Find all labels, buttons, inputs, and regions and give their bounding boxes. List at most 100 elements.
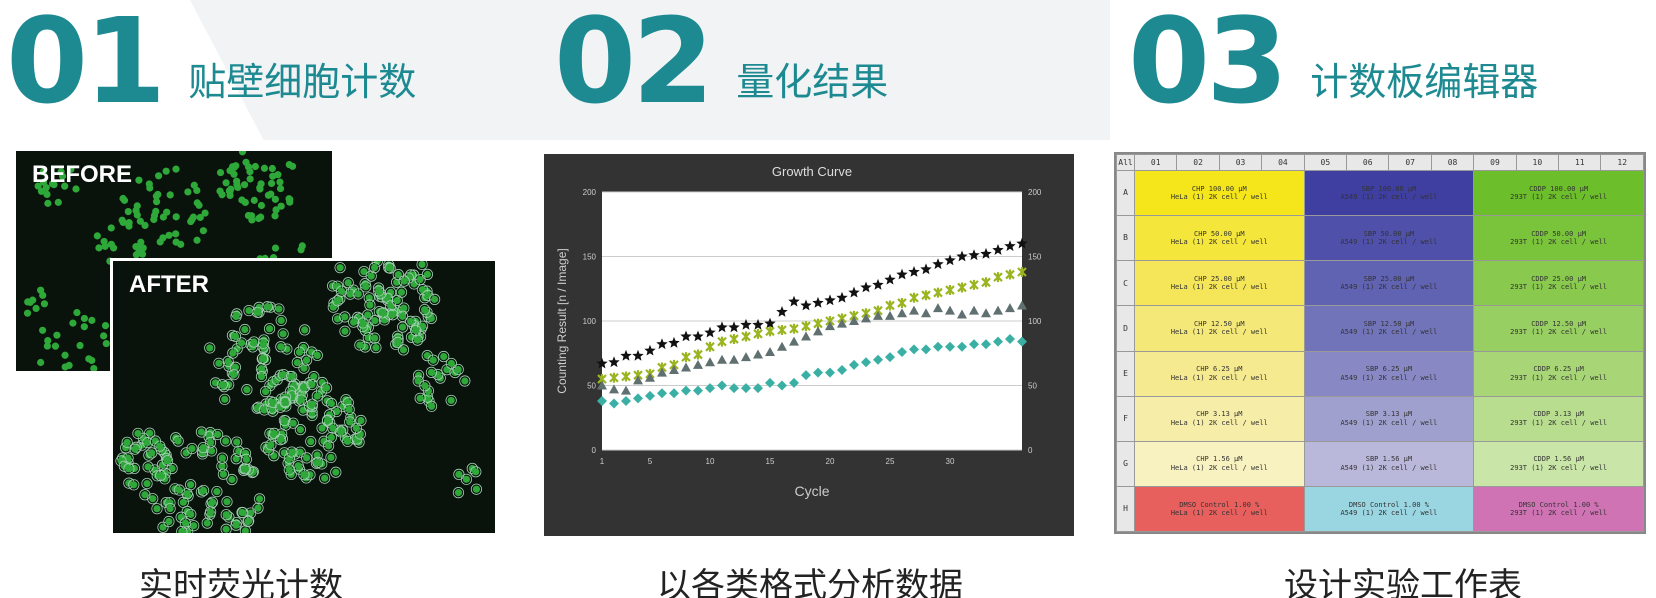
cell: [125, 465, 133, 473]
plate-column-header[interactable]: 03: [1218, 154, 1263, 171]
x-tick-label: 10: [706, 457, 715, 466]
plate-well-group[interactable]: SBP 50.00 µM A549 (1) 2K cell / well: [1303, 215, 1475, 262]
cell: [141, 221, 149, 230]
plate-well-group[interactable]: SBP 100.00 µM A549 (1) 2K cell / well: [1303, 169, 1475, 217]
plate-column-header[interactable]: 09: [1473, 154, 1517, 171]
data-point-series-3: [741, 352, 751, 362]
cell: [166, 191, 174, 199]
plate-row-header[interactable]: B: [1116, 215, 1135, 262]
plate-column-header[interactable]: 12: [1600, 154, 1644, 171]
cell-outline: [452, 487, 465, 499]
cell: [301, 326, 309, 334]
cell-outline: [369, 332, 381, 344]
data-point-series-2: [765, 326, 775, 337]
data-point-series-4: [789, 377, 799, 388]
plate-row-header[interactable]: G: [1116, 440, 1135, 487]
plate-well-group[interactable]: CHP 3.13 µM HeLa (1) 2K cell / well: [1134, 395, 1305, 442]
cell: [461, 377, 469, 385]
cell: [206, 344, 214, 352]
plate-row-header[interactable]: H: [1116, 485, 1135, 533]
plate-well-group[interactable]: CDDP 25.00 µM 293T (1) 2K cell / well: [1473, 260, 1644, 307]
cell: [250, 196, 258, 204]
cell: [65, 361, 73, 370]
plate-well-group[interactable]: CDDP 100.00 µM 293T (1) 2K cell / well: [1473, 169, 1644, 217]
cell-outline: [421, 268, 434, 280]
plate-row-header[interactable]: E: [1116, 350, 1135, 397]
plate-well-group[interactable]: CHP 1.56 µM HeLa (1) 2K cell / well: [1134, 440, 1305, 487]
plate-well-group[interactable]: SBP 6.25 µM A549 (1) 2K cell / well: [1303, 350, 1475, 397]
data-point-series-4: [1005, 334, 1015, 345]
section-2-title: 量化结果: [736, 60, 889, 104]
plate-well-group[interactable]: CDDP 1.56 µM 293T (1) 2K cell / well: [1473, 440, 1644, 487]
cell: [285, 466, 293, 474]
cell: [447, 359, 455, 368]
cell-outline: [253, 493, 266, 505]
plate-column-header[interactable]: 08: [1430, 154, 1475, 171]
cell-outline: [211, 485, 223, 498]
data-point-series-3: [933, 303, 943, 313]
plate-column-header[interactable]: 07: [1388, 154, 1432, 171]
cell: [229, 349, 237, 357]
cell: [193, 199, 201, 207]
cell-outline: [188, 520, 200, 532]
plate-well-group[interactable]: CDDP 6.25 µM 293T (1) 2K cell / well: [1473, 350, 1644, 397]
data-point-series-1: [848, 286, 860, 298]
plate-column-header[interactable]: 11: [1558, 154, 1602, 171]
plate-well-group[interactable]: DMSO Control 1.00 % HeLa (1) 2K cell / w…: [1134, 485, 1305, 533]
cell-outline: [217, 468, 230, 480]
cell: [313, 351, 321, 359]
cell-outline: [173, 484, 185, 496]
cell: [61, 182, 69, 190]
plate-well-group[interactable]: SBP 3.13 µM A549 (1) 2K cell / well: [1303, 395, 1475, 442]
cell-outline: [294, 424, 307, 436]
plate-row-header[interactable]: A: [1116, 169, 1135, 217]
cell-outline: [216, 379, 228, 391]
data-point-series-3: [885, 310, 895, 320]
data-point-series-4: [897, 346, 907, 357]
cell: [72, 185, 80, 193]
cell: [199, 486, 208, 495]
plate-well-group[interactable]: DMSO Control 1.00 % 293T (1) 2K cell / w…: [1473, 485, 1644, 533]
plate-column-header[interactable]: 04: [1261, 154, 1305, 171]
data-point-series-4: [933, 341, 943, 352]
cell-outline: [445, 394, 457, 407]
plate-column-header[interactable]: 01: [1133, 154, 1178, 171]
plate-well-group[interactable]: CHP 25.00 µM HeLa (1) 2K cell / well: [1134, 260, 1305, 307]
cell: [238, 151, 247, 156]
plate-well-group[interactable]: CDDP 50.00 µM 293T (1) 2K cell / well: [1473, 215, 1644, 262]
plate-row-header[interactable]: C: [1116, 260, 1135, 307]
plate-row-header[interactable]: D: [1116, 305, 1135, 352]
cell: [257, 213, 265, 221]
plate-well-group[interactable]: CDDP 3.13 µM 293T (1) 2K cell / well: [1473, 395, 1644, 442]
cell: [32, 304, 40, 313]
plate-well-group[interactable]: CHP 50.00 µM HeLa (1) 2K cell / well: [1134, 215, 1305, 262]
plate-well-group[interactable]: CDDP 12.50 µM 293T (1) 2K cell / well: [1473, 305, 1644, 352]
data-point-series-1: [596, 357, 608, 369]
data-point-series-1: [656, 338, 668, 350]
data-point-series-1: [980, 247, 992, 259]
plate-column-header[interactable]: 06: [1346, 154, 1390, 171]
plate-well-group[interactable]: CHP 12.50 µM HeLa (1) 2K cell / well: [1134, 305, 1305, 352]
cell-outline: [155, 469, 167, 482]
plate-well-group[interactable]: SBP 25.00 µM A549 (1) 2K cell / well: [1303, 260, 1475, 307]
plate-well-group[interactable]: DMSO Control 1.00 % A549 (1) 2K cell / w…: [1303, 485, 1475, 533]
cell: [181, 519, 190, 527]
plate-well-group[interactable]: CHP 100.00 µM HeLa (1) 2K cell / well: [1134, 169, 1305, 217]
plate-column-header[interactable]: 05: [1303, 154, 1348, 171]
plate-well-group[interactable]: SBP 1.56 µM A549 (1) 2K cell / well: [1303, 440, 1475, 487]
plate-well-group[interactable]: SBP 12.50 µM A549 (1) 2K cell / well: [1303, 305, 1475, 352]
cell: [262, 387, 270, 396]
cell: [189, 213, 197, 221]
plate-column-header[interactable]: 10: [1515, 154, 1560, 171]
section-1-caption: 实时荧光计数: [139, 566, 343, 598]
data-point-series-1: [620, 349, 632, 361]
cell: [222, 511, 230, 519]
data-point-series-4: [1017, 336, 1027, 347]
plate-well-group[interactable]: CHP 6.25 µM HeLa (1) 2K cell / well: [1134, 350, 1305, 397]
plate-corner[interactable]: All: [1116, 154, 1135, 171]
cell-outline: [360, 281, 372, 293]
plate-column-header[interactable]: 02: [1176, 154, 1220, 171]
cell-outline: [286, 446, 298, 458]
plate-row-header[interactable]: F: [1116, 395, 1135, 442]
